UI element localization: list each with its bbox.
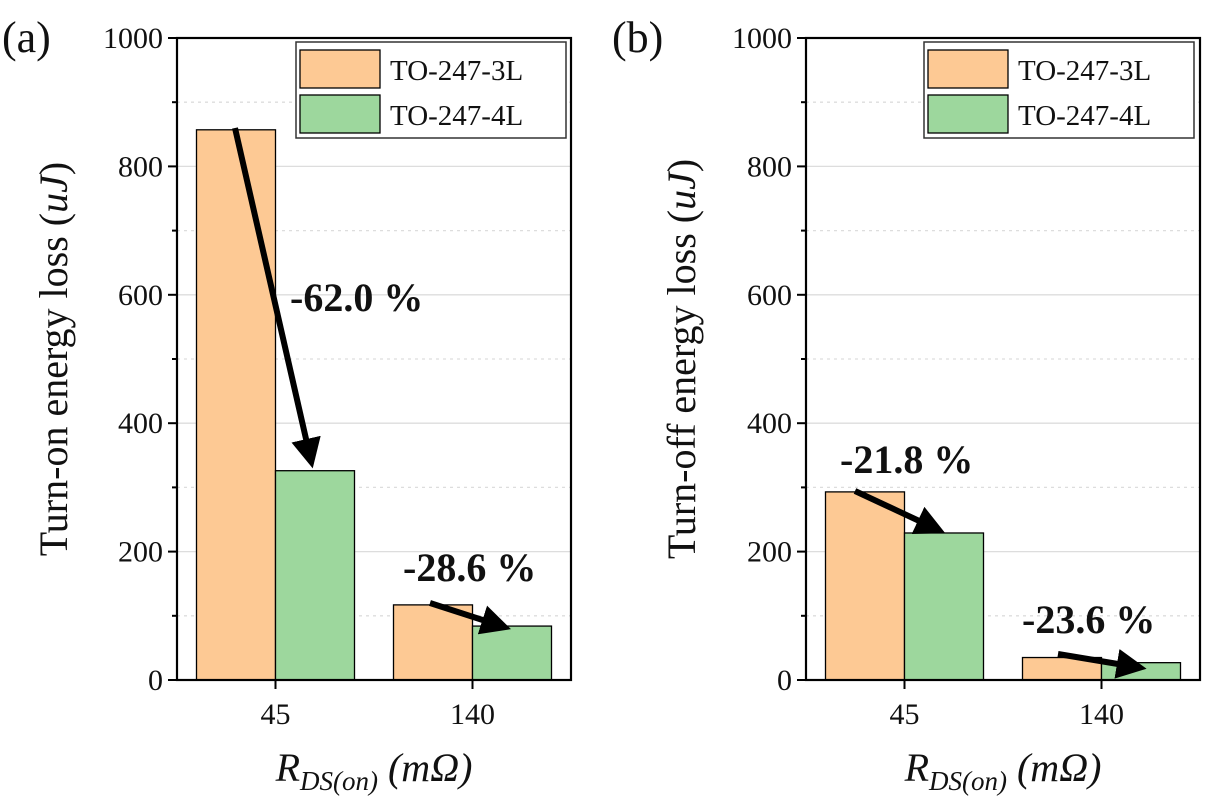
y-axis-title-b: Turn-off energy loss (uJ) xyxy=(659,159,704,559)
x-tick-label-45: 45 xyxy=(261,698,291,731)
panel-label-a: (a) xyxy=(2,13,51,62)
x-tick-labels-b: 45 140 xyxy=(890,680,1124,731)
x-axis-title-a: RDS(on) (mΩ) xyxy=(275,745,473,796)
axis-ticks-a: 0 200 400 600 800 1000 xyxy=(103,22,177,697)
x-tick-label-140: 140 xyxy=(450,698,495,731)
y-tick-label: 0 xyxy=(777,664,792,697)
x-axis-title-b: RDS(on) (mΩ) xyxy=(904,745,1102,796)
bars-a xyxy=(195,129,553,681)
y-axis-title-a: Turn-on energy loss (uJ) xyxy=(31,162,76,556)
axis-ticks-b: 0 200 400 600 800 1000 xyxy=(732,22,806,697)
y-tick-label: 600 xyxy=(747,279,792,312)
arrow-23-percent xyxy=(1057,649,1147,679)
y-tick-label: 200 xyxy=(118,536,163,569)
annotation-28-percent: -28.6 % xyxy=(403,545,536,590)
bar-to-247-4l-140 xyxy=(471,625,553,681)
bar-to-247-4l-45 xyxy=(274,470,356,681)
panel-label-b: (b) xyxy=(612,13,663,62)
legend-label-3l-b: TO-247-3L xyxy=(1018,55,1151,87)
legend-swatch-3l-b xyxy=(927,49,1009,89)
legend-a: TO-247-3L TO-247-4L xyxy=(295,41,567,139)
y-tick-label: 400 xyxy=(118,407,163,440)
y-tick-label: 1000 xyxy=(103,22,163,55)
annotation-62-percent: -62.0 % xyxy=(290,275,423,320)
panel-b: (b) 0 200 400 600 800 1000 45 140 TO-247-3L TO… xyxy=(612,13,1202,796)
y-tick-label: 800 xyxy=(118,150,163,183)
bar-to-247-3l-140 xyxy=(392,604,474,681)
y-tick-label: 1000 xyxy=(732,22,792,55)
legend-swatch-4l-b xyxy=(927,94,1009,134)
bar-to-247-4l-45 xyxy=(903,532,985,681)
arrow-28-percent xyxy=(429,600,511,635)
legend-swatch-4l-a xyxy=(299,94,381,134)
y-tick-label: 800 xyxy=(747,150,792,183)
arrow-21-percent xyxy=(853,488,946,535)
legend-swatch-3l-a xyxy=(299,49,381,89)
y-tick-label: 200 xyxy=(747,536,792,569)
x-tick-label-45: 45 xyxy=(890,698,920,731)
legend-label-4l-b: TO-247-4L xyxy=(1018,100,1151,132)
panel-a: (a) 0 200 400 600 800 1000 45 140 TO-247-3L TO… xyxy=(2,13,573,796)
bars-b xyxy=(824,491,1182,681)
x-tick-labels-a: 45 140 xyxy=(261,680,495,731)
annotation-21-percent: -21.8 % xyxy=(840,437,973,482)
legend-b: TO-247-3L TO-247-4L xyxy=(923,41,1195,139)
legend-label-3l-a: TO-247-3L xyxy=(390,55,523,87)
bar-to-247-3l-45 xyxy=(824,491,906,681)
y-tick-label: 600 xyxy=(118,279,163,312)
legend-label-4l-a: TO-247-4L xyxy=(390,100,523,132)
arrow-62-percent xyxy=(232,127,321,469)
y-tick-label: 400 xyxy=(747,407,792,440)
bar-to-247-3l-45 xyxy=(195,129,277,681)
x-tick-label-140: 140 xyxy=(1079,698,1124,731)
annotation-23-percent: -23.6 % xyxy=(1022,597,1155,642)
y-tick-label: 0 xyxy=(148,664,163,697)
